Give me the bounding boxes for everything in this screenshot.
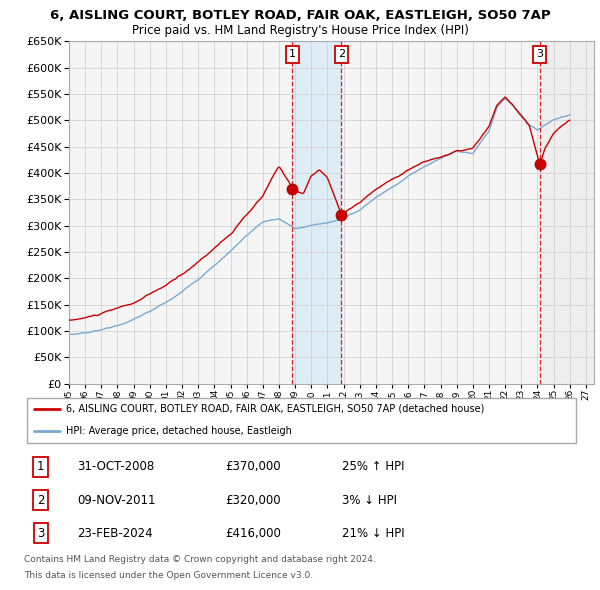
Text: Contains HM Land Registry data © Crown copyright and database right 2024.: Contains HM Land Registry data © Crown c… — [24, 555, 376, 563]
Text: HPI: Average price, detached house, Eastleigh: HPI: Average price, detached house, East… — [66, 427, 292, 437]
Bar — [292, 41, 341, 384]
Text: £416,000: £416,000 — [225, 526, 281, 540]
Text: £320,000: £320,000 — [225, 493, 281, 507]
Text: 2: 2 — [338, 50, 345, 60]
Text: 1: 1 — [289, 50, 296, 60]
Text: 25% ↑ HPI: 25% ↑ HPI — [342, 460, 404, 474]
FancyBboxPatch shape — [27, 398, 577, 443]
Text: 3: 3 — [536, 50, 543, 60]
Text: 3: 3 — [37, 526, 44, 540]
Text: Price paid vs. HM Land Registry's House Price Index (HPI): Price paid vs. HM Land Registry's House … — [131, 24, 469, 37]
Text: 23-FEB-2024: 23-FEB-2024 — [77, 526, 152, 540]
Text: 6, AISLING COURT, BOTLEY ROAD, FAIR OAK, EASTLEIGH, SO50 7AP: 6, AISLING COURT, BOTLEY ROAD, FAIR OAK,… — [50, 9, 550, 22]
Text: 3% ↓ HPI: 3% ↓ HPI — [342, 493, 397, 507]
Text: £370,000: £370,000 — [225, 460, 281, 474]
Text: 2: 2 — [37, 493, 44, 507]
Text: 31-OCT-2008: 31-OCT-2008 — [77, 460, 154, 474]
Bar — [540, 41, 594, 384]
Text: 1: 1 — [37, 460, 44, 474]
Text: 21% ↓ HPI: 21% ↓ HPI — [342, 526, 404, 540]
Text: 09-NOV-2011: 09-NOV-2011 — [77, 493, 155, 507]
Text: 6, AISLING COURT, BOTLEY ROAD, FAIR OAK, EASTLEIGH, SO50 7AP (detached house): 6, AISLING COURT, BOTLEY ROAD, FAIR OAK,… — [66, 404, 484, 414]
Text: This data is licensed under the Open Government Licence v3.0.: This data is licensed under the Open Gov… — [24, 571, 313, 580]
